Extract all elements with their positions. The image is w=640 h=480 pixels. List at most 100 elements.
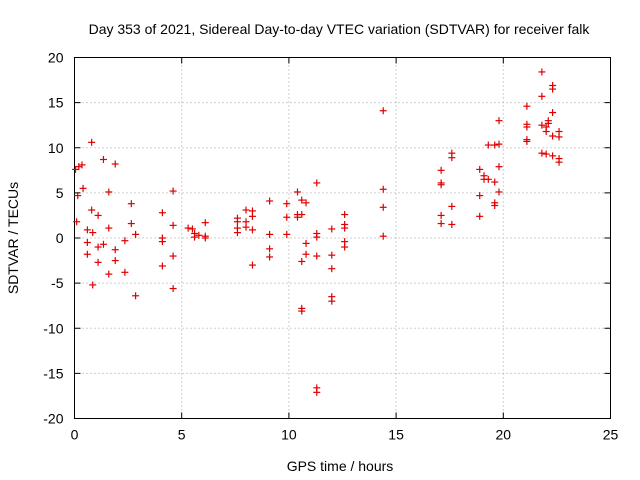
data-point [127,220,135,228]
data-point [538,92,546,100]
data-point [293,188,301,196]
data-point [549,85,557,93]
data-point [476,165,484,173]
data-point [328,225,336,233]
x-axis-label: GPS time / hours [287,458,394,474]
data-point [495,163,503,171]
data-point [302,239,310,247]
data-point [79,184,87,192]
data-point [379,185,387,193]
data-point [94,243,102,251]
data-point [341,224,349,232]
data-point [448,202,456,210]
data-point [491,202,499,210]
y-tick-label: 5 [56,185,64,201]
data-point [242,223,250,231]
data-point [233,229,241,237]
data-point [555,158,563,166]
data-point [476,212,484,220]
data-point [538,121,546,129]
data-point [248,212,256,220]
data-point [105,188,113,196]
data-point [341,211,349,219]
data-point [74,192,82,200]
data-point [379,232,387,240]
data-point [328,265,336,273]
data-point [266,230,274,238]
data-point [495,188,503,196]
data-point [78,161,86,169]
y-tick-label: -15 [43,365,63,381]
data-point [266,197,274,205]
data-point [313,388,321,396]
y-tick-label: 10 [48,140,64,156]
data-point [379,107,387,115]
data-point [132,292,140,300]
data-point [523,123,531,131]
data-point [94,211,102,219]
data-point [266,245,274,253]
data-point [437,220,445,228]
data-point [201,234,209,242]
data-point [89,281,97,289]
data-point [83,226,91,234]
data-point [293,213,301,221]
data-point [169,285,177,293]
data-point [88,206,96,214]
data-point [523,137,531,145]
y-tick-label: -5 [51,275,64,291]
data-point [313,252,321,260]
data-point [341,243,349,251]
x-tick-label: 5 [178,427,186,443]
y-axis-label: SDTVAR / TECUs [5,182,21,294]
data-point [298,211,306,219]
data-point [302,199,310,207]
data-points [72,68,563,396]
data-point [242,206,250,214]
data-point [549,152,557,160]
data-point [549,132,557,140]
data-point [298,257,306,265]
data-point [437,211,445,219]
data-point [491,178,499,186]
x-tick-label: 20 [496,427,512,443]
x-tick-label: 15 [388,427,404,443]
data-point [437,181,445,189]
data-point [94,258,102,266]
data-point [328,297,336,305]
data-point [523,102,531,110]
x-tick-label: 25 [603,427,619,443]
data-point [88,138,96,146]
data-point [191,233,199,241]
data-point [484,141,492,149]
data-point [538,68,546,76]
y-tick-label: -20 [43,411,63,427]
data-point [542,128,550,136]
axis-ticks: 0 5 10 15 20 25 -20 -15 -10 -5 0 5 10 15 20 [43,50,618,443]
data-point [111,246,119,254]
x-tick-label: 0 [71,427,79,443]
data-point [195,231,203,239]
y-tick-label: 0 [56,230,64,246]
data-point [111,257,119,265]
data-point [313,233,321,241]
data-point [89,229,97,237]
data-point [158,238,166,246]
data-point [105,270,113,278]
data-point [495,117,503,125]
data-point [437,166,445,174]
data-point [121,237,129,245]
data-point [158,262,166,270]
data-point [476,192,484,200]
data-point [127,200,135,208]
y-tick-label: 20 [48,50,64,66]
data-point [283,213,291,221]
data-point [379,203,387,211]
y-tick-label: -10 [43,320,63,336]
data-point [99,155,107,163]
data-point [169,187,177,195]
data-point [73,218,81,226]
y-tick-label: 15 [48,95,64,111]
data-point [248,226,256,234]
